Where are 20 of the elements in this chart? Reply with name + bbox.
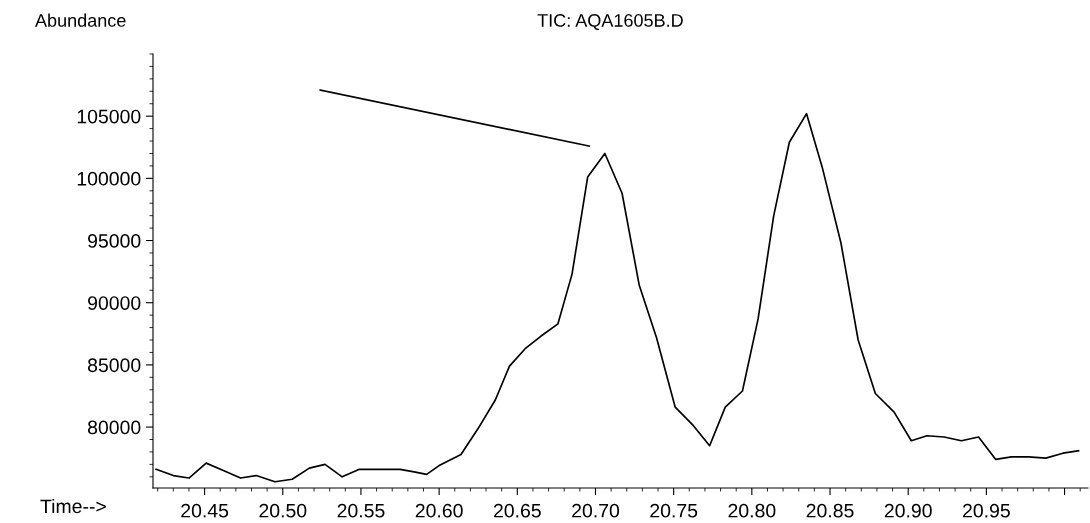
x-tick-label: 20.75	[650, 503, 698, 518]
x-tick-label: 20.45	[181, 503, 229, 518]
y-tick-label: 80000	[87, 420, 141, 435]
y-tick-label: 105000	[77, 109, 141, 124]
x-tick-label: 20.80	[728, 503, 776, 518]
y-tick-label: 90000	[88, 296, 141, 310]
x-tick-label: 20.85	[806, 503, 854, 518]
x-tick-label: 20.70	[572, 503, 620, 518]
x-tick-label: 20.50	[259, 503, 307, 518]
x-tick-label: 20.60	[415, 503, 463, 518]
x-tick-label: 20.55	[337, 503, 385, 518]
x-tick-label: 20.65	[493, 503, 541, 518]
y-axis-title: Abundance	[35, 13, 126, 27]
chart-title: TIC: AQA1605B.D	[537, 14, 683, 31]
y-tick-label: 85000	[87, 358, 141, 373]
y-tick-label: 95000	[88, 234, 141, 248]
x-axis-title: Time-->	[40, 498, 106, 514]
x-tick-label: 20.95	[963, 503, 1010, 518]
x-tick-label: 20.90	[884, 503, 932, 518]
y-tick-label: 100000	[77, 171, 141, 186]
